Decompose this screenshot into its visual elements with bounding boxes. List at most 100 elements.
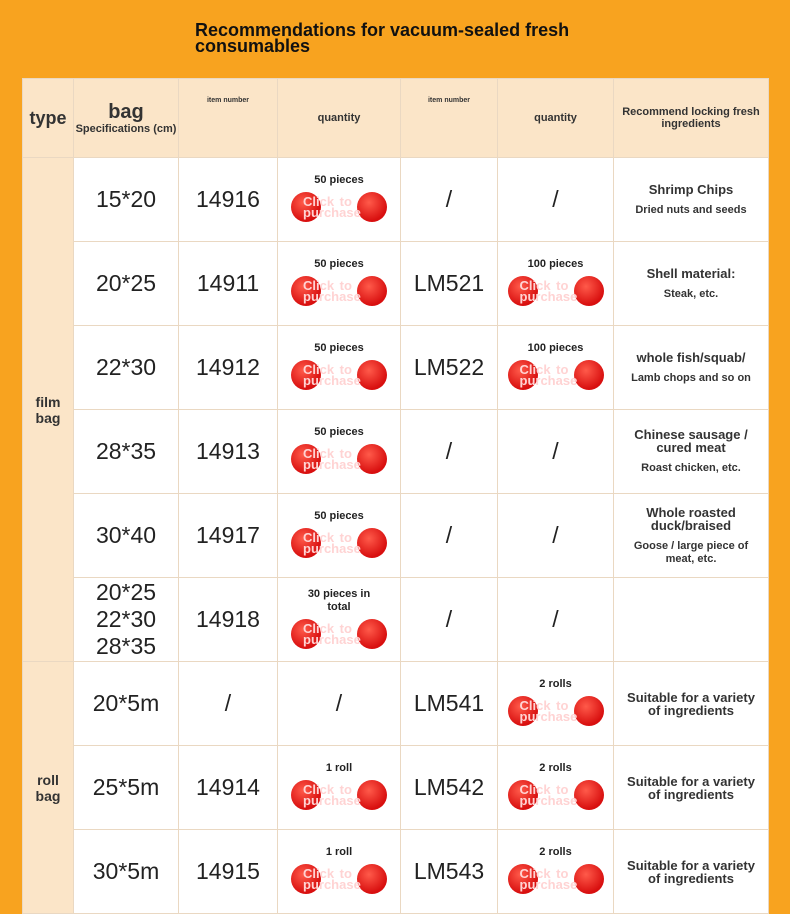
spec-cell: 22*30 bbox=[73, 325, 179, 410]
table-row: 20*25 22*30 28*35 14918 30 pieces in total… bbox=[23, 577, 769, 662]
button-label[interactable]: Click to purchase bbox=[303, 278, 361, 304]
button-label[interactable]: Click to purchase bbox=[519, 362, 578, 388]
recommend-cell: Shell material: Steak, etc. bbox=[613, 241, 769, 326]
recommend-text: Shrimp Chips bbox=[648, 181, 734, 197]
quantity: / bbox=[552, 522, 559, 548]
recommend-text: Shell material: bbox=[646, 265, 736, 281]
quantity-cell: / bbox=[497, 577, 614, 662]
recommend-text: Chinese sausage / cured meat bbox=[634, 427, 748, 455]
table-row: film bag 15*20 14916 50 pieces Click to purc… bbox=[22, 157, 769, 662]
recommend-text: Whole roasted duck/braised bbox=[646, 504, 736, 533]
column-header: item number bbox=[178, 78, 278, 158]
purchase-button[interactable]: Click to purchase bbox=[291, 191, 387, 225]
purchase-button[interactable]: Click to purchase bbox=[507, 275, 604, 309]
button-label[interactable]: Click to purchase bbox=[519, 866, 578, 892]
table-body: film bag 15*20 14916 50 pieces Click to purc… bbox=[22, 157, 769, 914]
column-header: bag Specifications (cm) bbox=[73, 78, 179, 158]
quantity-cell: 2 rolls Click to purchase bbox=[497, 745, 614, 830]
recommend-cell: whole fish/squab/Lamb chops and so on bbox=[613, 325, 769, 410]
column-header: quantity bbox=[277, 78, 401, 158]
item-number: 14914 bbox=[178, 745, 278, 830]
quantity-cell: / bbox=[497, 157, 614, 242]
quantity: 50 pieces bbox=[314, 510, 364, 522]
column-header: quantity bbox=[497, 78, 614, 158]
recommend-cell: Chinese sausage / cured meat Roast chicke… bbox=[613, 409, 769, 494]
column-label: Recommend locking fresh ingredients bbox=[622, 106, 760, 130]
recommend-cell: Shrimp Chips Dried nuts and seeds bbox=[613, 157, 769, 242]
purchase-button[interactable]: Click to purchase bbox=[291, 863, 387, 897]
purchase-button[interactable]: Click to purchase bbox=[507, 695, 604, 729]
purchase-button[interactable]: Click to purchase bbox=[291, 618, 387, 652]
purchase-button[interactable]: Click to purchase bbox=[291, 443, 387, 477]
column-label: item number bbox=[427, 97, 470, 104]
item-number: / bbox=[400, 493, 498, 578]
quantity: 50 pieces bbox=[314, 174, 364, 186]
quantity: / bbox=[552, 438, 559, 464]
item-number: / bbox=[400, 577, 498, 662]
button-label[interactable]: Click to purchase bbox=[303, 782, 361, 808]
item-number: 14913 bbox=[178, 409, 278, 494]
quantity: 50 pieces bbox=[314, 342, 364, 354]
quantity: 50 pieces bbox=[314, 258, 364, 270]
quantity-cell: 30 pieces in total Click to purchase bbox=[277, 577, 401, 662]
quantity-cell: 1 roll Click to purchase bbox=[277, 829, 401, 914]
header-row: type bag Specifications (cm) item number qua… bbox=[22, 78, 769, 158]
spec-cell: 20*5m bbox=[73, 661, 179, 746]
item-number: 14917 bbox=[178, 493, 278, 578]
purchase-button[interactable]: Click to purchase bbox=[507, 779, 604, 813]
recommend-text: Lamb chops and so on bbox=[631, 371, 751, 384]
quantity: 30 pieces in total bbox=[307, 587, 371, 613]
quantity: / bbox=[552, 606, 559, 632]
button-label[interactable]: Click to purchase bbox=[303, 446, 361, 472]
item-number: 14915 bbox=[178, 829, 278, 914]
quantity-cell: 2 rolls Click to purchase bbox=[497, 829, 614, 914]
button-label[interactable]: Click to purchase bbox=[303, 362, 361, 388]
purchase-button[interactable]: Click to purchase bbox=[291, 779, 387, 813]
quantity-cell: 100 pieces Click to purchase bbox=[497, 241, 614, 326]
item-number: 14916 bbox=[178, 157, 278, 242]
recommend-cell: Suitable for a variety of ingredients bbox=[613, 661, 769, 746]
quantity: 100 pieces bbox=[527, 342, 584, 354]
quantity: / bbox=[335, 690, 343, 716]
recommend-text: whole fish/squab/ bbox=[636, 349, 746, 365]
quantity-cell: 50 pieces Click to purchase bbox=[277, 157, 401, 242]
button-label[interactable]: Click to purchase bbox=[519, 782, 578, 808]
column-header: type bbox=[22, 78, 74, 158]
button-label[interactable]: Click to purchase bbox=[519, 698, 578, 724]
recommend-text: Suitable for a variety of ingredients bbox=[627, 857, 755, 886]
quantity-cell: 50 pieces Click to purchase bbox=[277, 409, 401, 494]
quantity: 1 roll bbox=[325, 846, 353, 858]
table-row: 25*5m 14914 1 roll Click to purchase LM542 2 … bbox=[23, 745, 769, 830]
recommend-text: Suitable for a variety of ingredients bbox=[627, 689, 755, 718]
quantity-cell: 1 roll Click to purchase bbox=[277, 745, 401, 830]
quantity-cell: / bbox=[497, 409, 614, 494]
button-label[interactable]: Click to purchase bbox=[303, 866, 361, 892]
button-label[interactable]: Click to purchase bbox=[303, 620, 361, 647]
item-number: / bbox=[400, 409, 498, 494]
purchase-button[interactable]: Click to purchase bbox=[291, 527, 387, 561]
spec-cell: 30*40 bbox=[73, 493, 179, 578]
recommend-cell: Suitable for a variety of ingredients bbox=[613, 829, 769, 914]
purchase-button[interactable]: Click to purchase bbox=[507, 863, 604, 897]
button-label[interactable]: Click to purchase bbox=[303, 530, 361, 556]
quantity-cell: 50 pieces Click to purchase bbox=[277, 241, 401, 326]
button-label[interactable]: Click to purchase bbox=[519, 278, 578, 304]
purchase-button[interactable]: Click to purchase bbox=[291, 359, 387, 393]
column-label: quantity bbox=[317, 112, 361, 124]
recommend-cell: Whole roasted duck/braised Goose / large … bbox=[613, 493, 769, 578]
purchase-button[interactable]: Click to purchase bbox=[507, 359, 604, 393]
quantity: 50 pieces bbox=[314, 426, 364, 438]
recommend-text: Suitable for a variety of ingredients bbox=[627, 773, 755, 802]
item-number: / bbox=[178, 661, 278, 746]
quantity: / bbox=[552, 186, 559, 212]
spec-cell: 25*5m bbox=[73, 745, 179, 830]
column-label: bag bbox=[108, 101, 144, 123]
table-row: 28*35 14913 50 pieces Click to purchase / / Ch… bbox=[23, 409, 769, 494]
button-label[interactable]: Click to purchase bbox=[303, 194, 361, 220]
quantity-cell: 2 rolls Click to purchase bbox=[497, 661, 614, 746]
column-sublabel: Specifications (cm) bbox=[75, 123, 177, 135]
spec-cell: 30*5m bbox=[73, 829, 179, 914]
purchase-button[interactable]: Click to purchase bbox=[291, 275, 387, 309]
quantity: 2 rolls bbox=[539, 762, 572, 774]
